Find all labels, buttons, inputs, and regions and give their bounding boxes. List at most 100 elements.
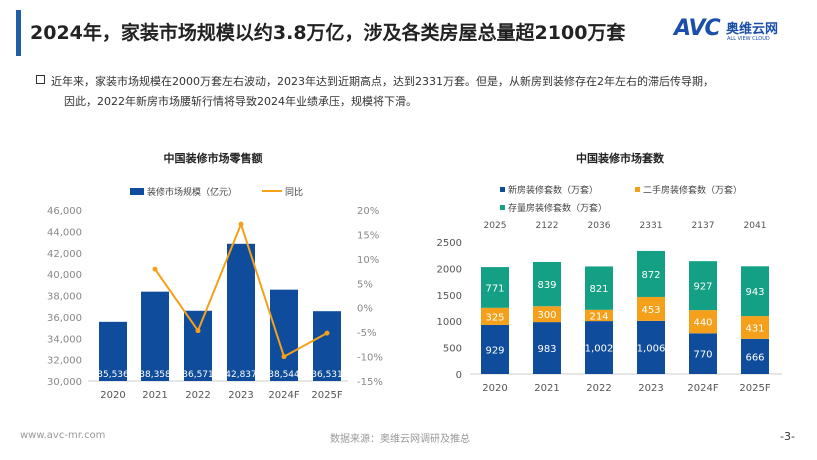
segment-label: 300 bbox=[537, 310, 556, 321]
x-tick-label: 2023 bbox=[638, 383, 663, 394]
segment-label: 983 bbox=[537, 344, 556, 355]
y-tick-label: 500 bbox=[443, 344, 462, 355]
footer-url[interactable]: www.avc-mr.com bbox=[20, 430, 106, 441]
y2-tick-label: -5% bbox=[357, 328, 376, 339]
total-label: 2036 bbox=[588, 221, 611, 231]
segment-label: 1,006 bbox=[637, 343, 666, 354]
page-number: -3- bbox=[780, 430, 795, 443]
stack-segment bbox=[741, 316, 769, 339]
y2-tick-label: 20% bbox=[357, 206, 379, 217]
bar-label: 42,837 bbox=[225, 370, 257, 380]
segment-label: 214 bbox=[589, 311, 608, 322]
legend-swatch bbox=[635, 187, 640, 192]
yoy-point bbox=[152, 266, 158, 272]
bar-label: 38,544 bbox=[268, 370, 300, 380]
legend-bar-swatch bbox=[130, 188, 144, 195]
bar-label: 36,571 bbox=[182, 370, 214, 380]
x-tick-label: 2020 bbox=[482, 383, 507, 394]
chart2-title: 中国装修市场套数 bbox=[576, 151, 665, 165]
y-tick-label: 44,000 bbox=[47, 227, 82, 238]
legend-label: 存量房装修套数（万套） bbox=[508, 202, 607, 214]
y-tick-label: 36,000 bbox=[47, 313, 82, 324]
y-tick-label: 40,000 bbox=[47, 270, 82, 281]
x-tick-label: 2021 bbox=[142, 390, 167, 401]
segment-label: 666 bbox=[745, 352, 764, 363]
bar-2020 bbox=[99, 321, 127, 381]
bar-2021 bbox=[141, 291, 169, 381]
total-label: 2331 bbox=[640, 221, 663, 231]
stack-segment bbox=[689, 310, 717, 334]
stack-segment bbox=[585, 309, 613, 322]
stack-segment bbox=[481, 324, 509, 374]
y2-tick-label: 0% bbox=[357, 304, 373, 315]
y2-tick-label: -10% bbox=[357, 353, 383, 364]
y-tick-label: 1500 bbox=[437, 291, 462, 302]
stack-segment bbox=[741, 266, 769, 317]
y-tick-label: 32,000 bbox=[47, 356, 82, 367]
segment-label: 872 bbox=[641, 270, 660, 281]
y2-tick-label: 15% bbox=[357, 230, 379, 241]
total-label: 2025 bbox=[484, 221, 507, 231]
y-tick-label: 42,000 bbox=[47, 249, 82, 260]
segment-label: 943 bbox=[745, 287, 764, 298]
stack-segment bbox=[533, 261, 561, 307]
x-tick-label: 2023 bbox=[228, 390, 253, 401]
stack-segment bbox=[585, 266, 613, 310]
y2-tick-label: 10% bbox=[357, 255, 379, 266]
summary-text: 近年来，家装市场规模在2000万套左右波动，2023年达到近期高点，达到2331… bbox=[36, 72, 776, 112]
yoy-point bbox=[238, 221, 244, 227]
legend-label: 新房装修套数（万套） bbox=[508, 184, 598, 196]
segment-label: 440 bbox=[693, 318, 712, 329]
stack-segment bbox=[689, 261, 717, 311]
yoy-point bbox=[195, 328, 201, 334]
total-label: 2122 bbox=[536, 221, 559, 231]
y-tick-label: 34,000 bbox=[47, 334, 82, 345]
legend-swatch bbox=[500, 187, 505, 192]
stack-segment bbox=[741, 338, 769, 374]
y2-tick-label: -15% bbox=[357, 377, 383, 388]
legend-bar-label: 装修市场规模（亿元） bbox=[147, 186, 237, 198]
stack-segment bbox=[637, 250, 665, 297]
legend-swatch bbox=[500, 205, 505, 210]
y-tick-label: 46,000 bbox=[47, 206, 82, 217]
segment-label: 453 bbox=[641, 305, 660, 316]
y-tick-label: 30,000 bbox=[47, 377, 82, 388]
y-tick-label: 1000 bbox=[437, 317, 462, 328]
stack-segment bbox=[533, 306, 561, 323]
x-tick-label: 2024F bbox=[687, 383, 718, 394]
x-tick-label: 2022 bbox=[185, 390, 210, 401]
y-tick-label: 38,000 bbox=[47, 292, 82, 303]
segment-label: 1,002 bbox=[585, 344, 614, 355]
x-tick-label: 2025F bbox=[739, 383, 770, 394]
x-tick-label: 2025F bbox=[311, 390, 342, 401]
segment-label: 929 bbox=[485, 345, 504, 356]
stack-segment bbox=[637, 320, 665, 374]
bar-2022 bbox=[184, 310, 212, 381]
stack-segment bbox=[585, 321, 613, 374]
bar-label: 35,536 bbox=[97, 370, 129, 380]
page-title: 2024年，家装市场规模以约3.8万亿，涉及各类房屋总量超2100万套 bbox=[30, 22, 626, 44]
yoy-point bbox=[324, 330, 330, 336]
summary-line-1: 近年来，家装市场规模在2000万套左右波动，2023年达到近期高点，达到2331… bbox=[51, 75, 714, 88]
y-tick-label: 2500 bbox=[437, 238, 462, 249]
y-tick-label: 0 bbox=[456, 370, 462, 381]
segment-label: 325 bbox=[485, 312, 504, 323]
bar-2023 bbox=[227, 243, 255, 381]
bullet-icon bbox=[36, 75, 45, 84]
y-tick-label: 2000 bbox=[437, 264, 462, 275]
x-tick-label: 2024F bbox=[268, 390, 299, 401]
segment-label: 821 bbox=[589, 284, 608, 295]
stack-segment bbox=[637, 296, 665, 321]
total-label: 2041 bbox=[744, 221, 767, 231]
bar-label: 36,531 bbox=[311, 370, 343, 380]
segment-label: 770 bbox=[693, 350, 712, 361]
legend-line-label: 同比 bbox=[285, 186, 303, 198]
avc-logo: AVC 奥维云网 ALL VIEW CLOUD bbox=[674, 16, 779, 42]
stack-segment bbox=[689, 333, 717, 374]
legend-label: 二手房装修套数（万套） bbox=[643, 184, 742, 196]
total-label: 2137 bbox=[692, 221, 715, 231]
x-tick-label: 2020 bbox=[100, 390, 125, 401]
bar-label: 38,358 bbox=[139, 370, 171, 380]
summary-line-2: 因此，2022年新房市场腰斩行情将导致2024年业绩承压，规模将下滑。 bbox=[64, 95, 417, 108]
